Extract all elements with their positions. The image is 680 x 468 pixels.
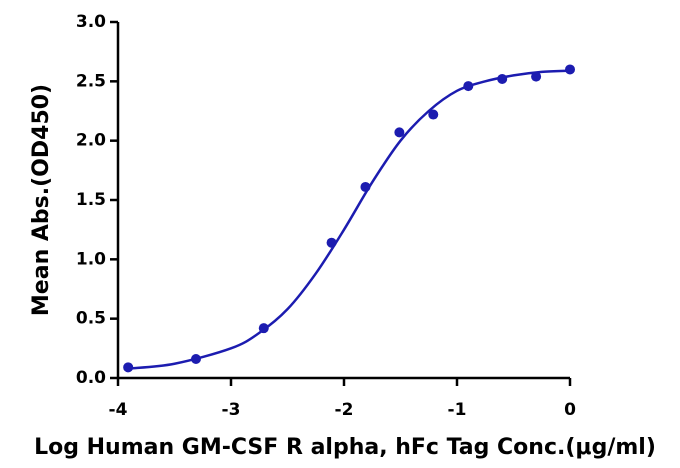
- data-point: [531, 71, 542, 82]
- y-tick-label: 1.0: [76, 249, 106, 269]
- x-tick-label: -4: [109, 400, 128, 420]
- y-axis-title: Mean Abs.(OD450): [29, 84, 54, 316]
- x-tick-label: -1: [448, 400, 467, 420]
- fit-curve: [129, 69, 571, 370]
- data-point: [123, 362, 134, 373]
- y-tick-label: 2.0: [76, 131, 106, 151]
- x-tick-label: 0: [564, 400, 576, 420]
- y-tick-label: 1.5: [76, 190, 106, 210]
- data-point: [360, 181, 371, 192]
- data-point: [497, 73, 508, 84]
- data-point: [394, 127, 405, 138]
- data-point: [326, 237, 337, 248]
- x-tick-label: -2: [335, 400, 354, 420]
- x-axis-title: Log Human GM-CSF R alpha, hFc Tag Conc.(…: [34, 435, 656, 460]
- y-tick-label: 0.0: [76, 368, 106, 388]
- data-point: [463, 81, 474, 92]
- data-point: [258, 323, 269, 334]
- y-tick-label: 0.5: [76, 309, 106, 329]
- data-point: [565, 64, 575, 75]
- y-tick-label: 3.0: [76, 12, 106, 32]
- data-point: [190, 354, 201, 365]
- y-tick-label: 2.5: [76, 71, 106, 91]
- x-tick-label: -3: [222, 400, 241, 420]
- data-point: [428, 109, 439, 120]
